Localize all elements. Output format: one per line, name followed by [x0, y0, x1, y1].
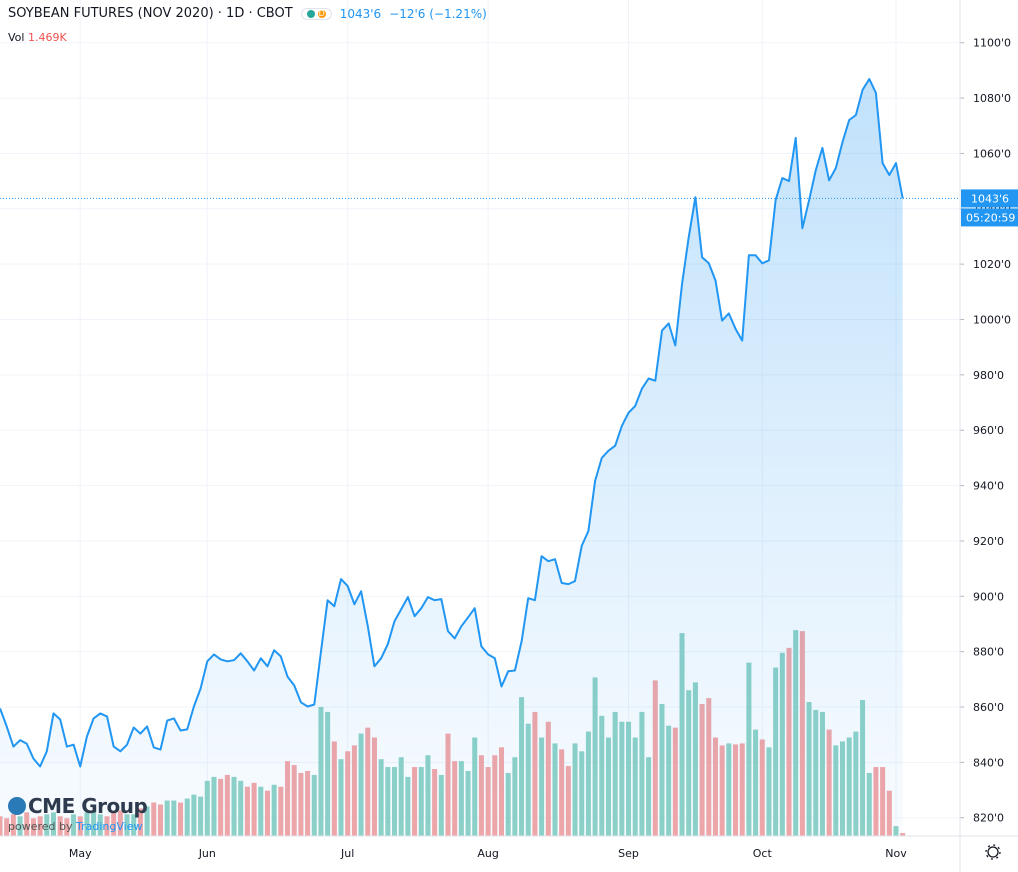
y-tick-label: 1080'0	[973, 92, 1011, 105]
symbol-title: SOYBEAN FUTURES (NOV 2020) · 1D · CBOT	[8, 6, 293, 21]
y-tick-label: 820'0	[973, 812, 1004, 825]
price-line	[0, 78, 904, 768]
y-tick-label: 920'0	[973, 535, 1004, 548]
y-tick-label: 940'0	[973, 480, 1004, 493]
countdown-tag	[961, 208, 1018, 227]
volume-legend: Vol 1.469K	[8, 31, 67, 44]
y-tick-label: 980'0	[973, 369, 1004, 382]
badge-letter: D	[317, 8, 326, 18]
x-tick-label: Jun	[198, 847, 216, 860]
logo-mark: CME Group	[8, 794, 148, 818]
y-tick-label: 1100'0	[973, 37, 1011, 50]
x-tick-label: May	[69, 847, 92, 860]
last-price: 1043'6	[339, 6, 382, 21]
y-tick-label: 900'0	[973, 590, 1004, 603]
x-tick-label: Sep	[618, 847, 639, 860]
y-tick-label: 1060'0	[973, 147, 1011, 160]
logo[interactable]: CME Group powered by TradingView	[8, 794, 148, 833]
x-tick-label: Nov	[885, 847, 907, 860]
powered-text: powered by	[8, 820, 73, 833]
y-tick-label: 840'0	[973, 756, 1004, 769]
header: SOYBEAN FUTURES (NOV 2020) · 1D · CBOT D…	[8, 6, 487, 21]
logo-powered: powered by TradingView	[8, 820, 147, 833]
vol-label: Vol	[8, 31, 25, 44]
settings-icon[interactable]	[985, 844, 1001, 860]
y-tick-label: 1020'0	[973, 258, 1011, 271]
price-change: −12'6 (−1.21%)	[389, 6, 487, 21]
x-tick-label: Jul	[340, 847, 354, 860]
status-badge[interactable]: D	[300, 7, 332, 20]
price-area	[0, 79, 903, 836]
gear-dots	[985, 844, 1001, 860]
vol-value: 1.469K	[27, 31, 67, 44]
brand-text: TradingView	[76, 820, 143, 833]
y-tick-label: 1000'0	[973, 314, 1011, 327]
last-price-label: 1043'6	[971, 192, 1009, 205]
last-price-tag	[961, 189, 1018, 208]
countdown-label: 05:20:59	[966, 211, 1015, 224]
y-tick-label: 960'0	[973, 424, 1004, 437]
y-tick-label: 880'0	[973, 646, 1004, 659]
x-tick-label: Aug	[477, 847, 498, 860]
x-tick-label: Oct	[753, 847, 773, 860]
y-tick-label: 860'0	[973, 701, 1004, 714]
gear-ring	[987, 846, 999, 858]
logo-name: CME Group	[28, 794, 148, 818]
